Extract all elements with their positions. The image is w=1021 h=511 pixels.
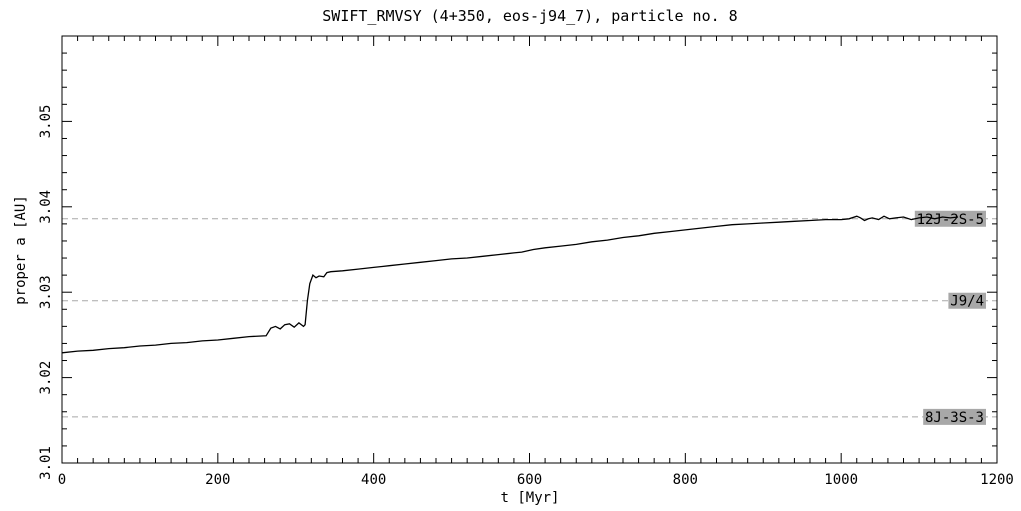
y-axis-label: proper a [AU]: [13, 195, 29, 305]
series-line: [61, 215, 959, 354]
tick-label-layer: 0 200 400 600 800 1000 1200 3.01 3.02 3.03 3.04 3.0…: [38, 105, 1014, 488]
x-tick-label-6: 1200: [980, 472, 1014, 488]
resonance-label-bg-1: [948, 292, 986, 309]
x-tick-label-1: 200: [205, 472, 230, 488]
x-tick-label-5: 1000: [824, 472, 858, 488]
y-tick-label-2: 3.03: [38, 275, 54, 309]
plot-frame: [61, 35, 998, 464]
x-tick-label-0: 0: [58, 472, 66, 488]
y-tick-label-0: 3.01: [38, 446, 54, 480]
chart-title: SWIFT_RMVSY (4+350, eos-j94_7), particle…: [322, 7, 737, 25]
resonance-layer: 12J-2S-5 J9/4 8J-3S-3: [62, 210, 997, 426]
y-tick-label-1: 3.02: [38, 361, 54, 395]
x-axis-label: t [Myr]: [500, 490, 559, 506]
resonance-label-2: 8J-3S-3: [925, 410, 984, 426]
y-tick-label-3: 3.04: [38, 190, 54, 224]
resonance-label-1: J9/4: [950, 294, 984, 310]
resonance-label-bg-2: [923, 408, 986, 425]
resonance-label-0: 12J-2S-5: [917, 212, 984, 228]
tick-layer: [61, 35, 998, 464]
resonance-label-bg-0: [914, 210, 986, 227]
x-tick-label-3: 600: [517, 472, 542, 488]
x-tick-label-4: 800: [673, 472, 698, 488]
x-tick-label-2: 400: [361, 472, 386, 488]
y-tick-label-4: 3.05: [38, 105, 54, 139]
